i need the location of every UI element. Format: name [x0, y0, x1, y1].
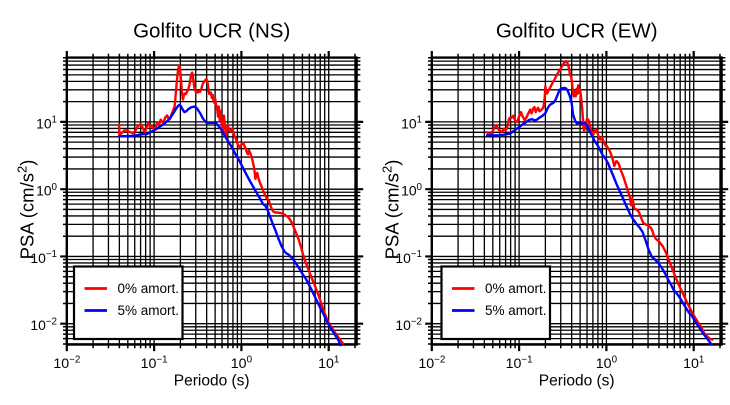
svg-text:5% amort.: 5% amort.: [485, 303, 547, 318]
svg-text:Periodo (s): Periodo (s): [174, 373, 250, 390]
svg-text:5% amort.: 5% amort.: [118, 303, 180, 318]
svg-text:Periodo (s): Periodo (s): [539, 373, 615, 390]
svg-text:0% amort.: 0% amort.: [485, 281, 547, 296]
svg-text:Golfito UCR (NS): Golfito UCR (NS): [133, 19, 290, 42]
svg-text:PSA (cm/s2): PSA (cm/s2): [14, 160, 37, 260]
svg-text:PSA (cm/s2): PSA (cm/s2): [380, 160, 403, 260]
svg-text:0% amort.: 0% amort.: [118, 281, 180, 296]
svg-text:Golfito UCR (EW): Golfito UCR (EW): [496, 19, 658, 42]
